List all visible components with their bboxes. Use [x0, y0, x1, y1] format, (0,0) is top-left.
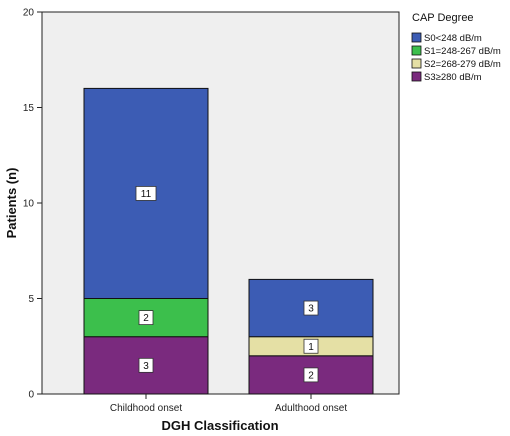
y-tick-label: 10 [23, 199, 35, 210]
legend-entry: S3≥280 dB/m [424, 72, 482, 83]
legend-entry: S0<248 dB/m [424, 33, 482, 44]
data-label: 3 [308, 304, 314, 315]
data-label-box [135, 186, 157, 201]
legend-title: CAP Degree [412, 12, 474, 24]
y-tick-label: 0 [28, 390, 34, 401]
data-label: 2 [308, 370, 314, 381]
data-label-box [303, 300, 319, 316]
x-tick-label: Adulthood onset [275, 403, 348, 414]
data-label: 1 [308, 342, 314, 353]
legend-swatch [411, 58, 422, 69]
legend-entry: S1=248-267 dB/m [424, 46, 501, 57]
y-tick-label: 5 [28, 294, 34, 305]
data-label-box [303, 367, 319, 383]
data-label-box [303, 338, 319, 354]
data-label-box [138, 310, 154, 326]
data-label: 3 [143, 361, 149, 372]
y-tick-label: 15 [23, 103, 35, 114]
legend-entry: S2=268-279 dB/m [424, 59, 501, 70]
data-label-box [138, 357, 154, 373]
legend-swatch [411, 71, 422, 82]
legend-swatch [411, 45, 422, 56]
x-axis-title: DGH Classification [161, 418, 278, 433]
data-label: 11 [141, 189, 152, 200]
x-tick-label: Childhood onset [110, 403, 182, 414]
y-axis-title: Patients (n) [4, 168, 19, 239]
y-tick-label: 20 [23, 8, 35, 19]
legend-swatch [411, 32, 422, 43]
legend: CAP Degree S0<248 dB/m S1=248-267 dB/m S2=2… [411, 12, 501, 83]
data-label: 2 [143, 313, 149, 324]
